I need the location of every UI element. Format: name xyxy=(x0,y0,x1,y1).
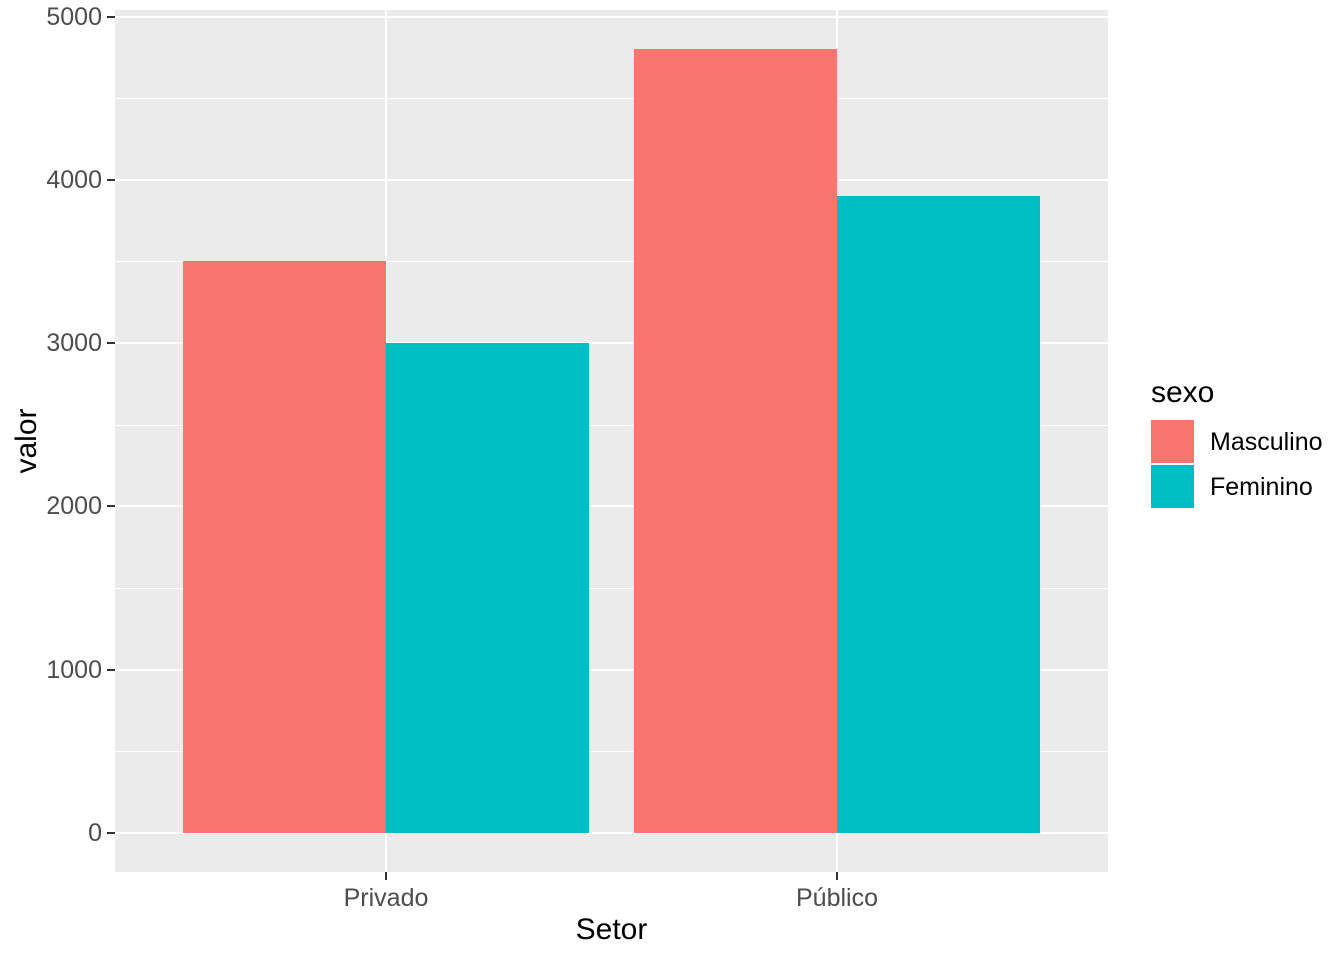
gridline-horizontal-major xyxy=(115,342,1108,344)
y-tick-mark xyxy=(107,179,115,181)
bar-privado-masculino xyxy=(182,261,386,833)
legend-items: Masculino Feminino xyxy=(1151,420,1323,508)
gridline-horizontal-major xyxy=(115,832,1108,834)
bar-publico-feminino xyxy=(837,196,1041,833)
gridline-horizontal-major xyxy=(115,16,1108,18)
legend-item-masculino: Masculino xyxy=(1151,420,1323,463)
x-tick-mark xyxy=(385,872,387,880)
gridline-horizontal-minor xyxy=(115,261,1108,262)
y-tick-mark xyxy=(107,832,115,834)
y-tick-label: 0 xyxy=(88,819,102,847)
y-tick-label: 5000 xyxy=(46,3,102,31)
bar-privado-feminino xyxy=(385,343,589,833)
y-tick-mark xyxy=(107,505,115,507)
y-tick-label: 3000 xyxy=(46,329,102,357)
gridline-horizontal-minor xyxy=(115,98,1108,99)
y-axis-title: valor xyxy=(10,408,43,474)
x-tick-label: Privado xyxy=(343,884,429,912)
gridline-horizontal-minor xyxy=(115,588,1108,589)
legend-title: sexo xyxy=(1151,376,1215,409)
legend-item-feminino: Feminino xyxy=(1151,465,1323,508)
y-tick-label: 4000 xyxy=(46,166,102,194)
x-axis-title: Setor xyxy=(575,913,648,946)
gridline-horizontal-major xyxy=(115,669,1108,671)
bar-publico-masculino xyxy=(634,49,838,833)
legend: sexo Masculino Feminino xyxy=(1151,378,1323,510)
gridline-horizontal-major xyxy=(115,505,1108,507)
gridline-horizontal-major xyxy=(115,179,1108,181)
legend-key-swatch xyxy=(1151,465,1194,508)
y-tick-label: 1000 xyxy=(46,656,102,684)
gridline-horizontal-minor xyxy=(115,751,1108,752)
legend-key-swatch xyxy=(1151,420,1194,463)
y-tick-label: 2000 xyxy=(46,492,102,520)
y-tick-mark xyxy=(107,669,115,671)
y-tick-mark xyxy=(107,16,115,18)
legend-label: Masculino xyxy=(1210,427,1323,456)
legend-label: Feminino xyxy=(1210,472,1313,501)
x-tick-mark xyxy=(836,872,838,880)
x-tick-label: Público xyxy=(796,884,878,912)
y-tick-mark xyxy=(107,342,115,344)
gridline-horizontal-minor xyxy=(115,425,1108,426)
